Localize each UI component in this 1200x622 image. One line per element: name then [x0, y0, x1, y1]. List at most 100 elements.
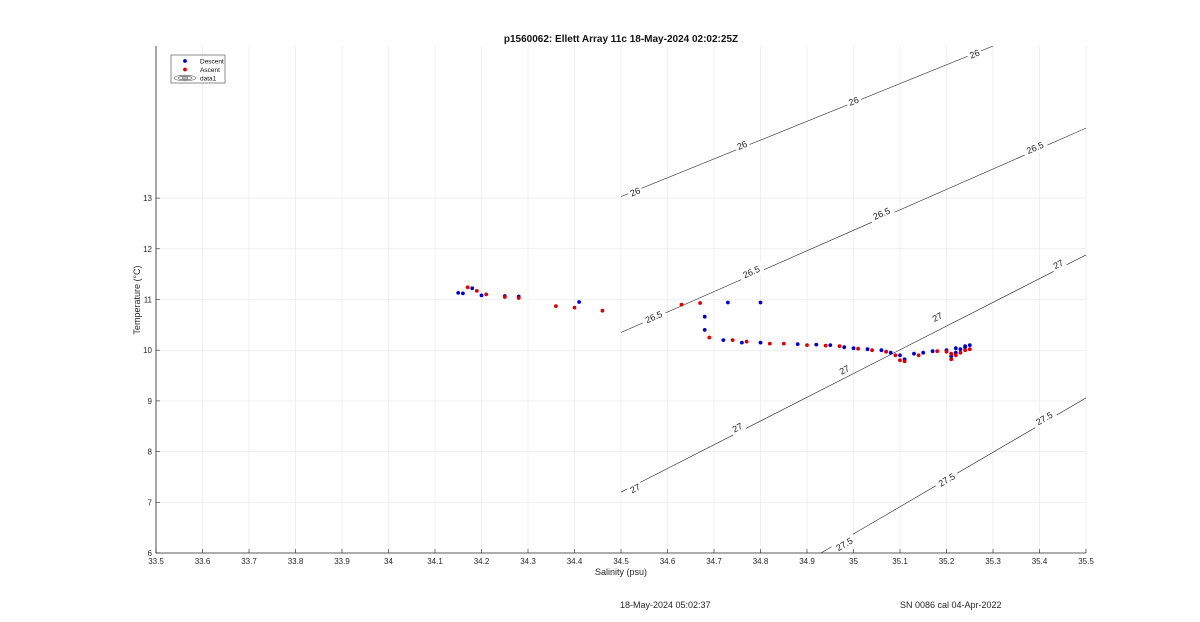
y-axis-label: Temperature (°C) [132, 265, 142, 334]
descent-point [842, 345, 847, 350]
x-tick-label: 33.5 [148, 557, 164, 566]
descent-point [456, 291, 461, 295]
descent-point [470, 286, 475, 291]
x-tick-label: 34.1 [427, 557, 443, 566]
descent-point [865, 347, 870, 352]
contour-label-bg [1030, 406, 1058, 430]
x-tick-label: 34.9 [799, 557, 815, 566]
chart-title: p1560062: Ellett Array 11c 18-May-2024 0… [504, 34, 738, 45]
contour-label-bg [728, 418, 747, 436]
y-tick-label: 9 [148, 397, 153, 406]
legend-marker [183, 59, 187, 63]
ascent-point [484, 292, 489, 297]
contour-label: 26 [968, 48, 981, 61]
descent-point [726, 300, 730, 305]
legend-marker [183, 67, 187, 72]
descent-point [953, 346, 958, 351]
x-axis-label: Salinity (psu) [595, 567, 647, 577]
y-tick-label: 13 [143, 194, 152, 203]
x-tick-label: 33.9 [334, 557, 350, 566]
x-tick-label: 35.1 [892, 557, 908, 566]
descent-point [828, 343, 833, 347]
ascent-point [967, 347, 972, 352]
descent-point [721, 338, 726, 342]
contour-label-bg [732, 136, 751, 154]
y-tick-label: 10 [143, 346, 152, 355]
contour-label-group: 27 [728, 418, 747, 436]
descent-point [879, 348, 884, 353]
contour-label: 27 [838, 363, 851, 376]
contour-label: 26 [629, 185, 642, 198]
descent-point [888, 350, 893, 355]
y-tick-label: 11 [144, 296, 153, 305]
ascent-point [870, 348, 874, 353]
contour-label-bg [835, 360, 854, 379]
descent-point [898, 353, 902, 358]
legend-label: Descent [200, 59, 224, 66]
ascent-point [944, 349, 949, 354]
x-tick-label: 35.4 [1032, 557, 1048, 566]
descent-point [758, 300, 763, 305]
ascent-point [781, 341, 786, 346]
contour-line [620, 46, 994, 197]
descent-point [795, 342, 800, 346]
x-tick-label: 34.4 [567, 557, 583, 566]
legend-label: data1 [200, 76, 217, 83]
ascent-point [823, 343, 828, 348]
x-tick-label: 34 [384, 557, 393, 566]
contour-line [620, 127, 1086, 333]
descent-point [963, 344, 967, 348]
x-tick-label: 34.8 [753, 557, 769, 566]
contour-label-group: 26 [844, 92, 863, 110]
ascent-point [502, 295, 507, 299]
descent-point [479, 293, 484, 298]
x-tick-label: 35.3 [985, 557, 1001, 566]
descent-point [953, 350, 958, 355]
descent-point [740, 340, 744, 345]
ascent-point [958, 350, 963, 355]
contour-label-bg [928, 308, 947, 326]
descent-point [577, 300, 581, 304]
contour-label-bg [737, 261, 765, 283]
ascent-point [707, 335, 712, 340]
contour-label: 26 [736, 139, 749, 152]
descent-point [702, 328, 707, 332]
footer-calibration: SN 0086 cal 04-Apr-2022 [900, 600, 1002, 610]
descent-point [702, 314, 707, 319]
legend-marker [181, 76, 189, 80]
descent-point [851, 346, 856, 351]
ascent-point [893, 353, 898, 358]
contour-label-bg [867, 202, 896, 224]
x-tick-label: 34.2 [474, 557, 490, 566]
descent-point [814, 342, 819, 347]
contour-label-bg [625, 479, 645, 497]
contour-label-group: 26 [732, 136, 751, 154]
descent-point [949, 354, 954, 359]
ascent-point [698, 301, 702, 305]
contour-label-bg [830, 532, 858, 553]
contour-label-group: 27 [928, 308, 947, 326]
x-tick-label: 34.7 [706, 557, 722, 566]
contour-label-bg [1048, 255, 1068, 273]
ascent-point [902, 359, 907, 364]
ascent-point [916, 353, 921, 358]
descent-point [461, 291, 465, 296]
descent-point [758, 340, 763, 345]
legend-box [170, 54, 226, 84]
contour-label-group: 27 [625, 479, 645, 497]
descent-point [967, 343, 972, 347]
contour-line [620, 254, 1086, 493]
x-tick-label: 35.5 [1078, 557, 1094, 566]
x-tick-label: 33.6 [195, 557, 211, 566]
ascent-point [600, 308, 605, 313]
contour-label-bg [844, 92, 863, 110]
x-tick-label: 34.5 [613, 557, 629, 566]
y-tick-label: 6 [148, 549, 153, 558]
contour-label-group: 27 [1048, 255, 1068, 273]
contour-label-bg [639, 306, 668, 328]
ascent-point [474, 289, 479, 293]
contour-label-bg [965, 46, 984, 62]
ascent-point [679, 302, 684, 307]
contour-label: 26 [847, 95, 860, 108]
